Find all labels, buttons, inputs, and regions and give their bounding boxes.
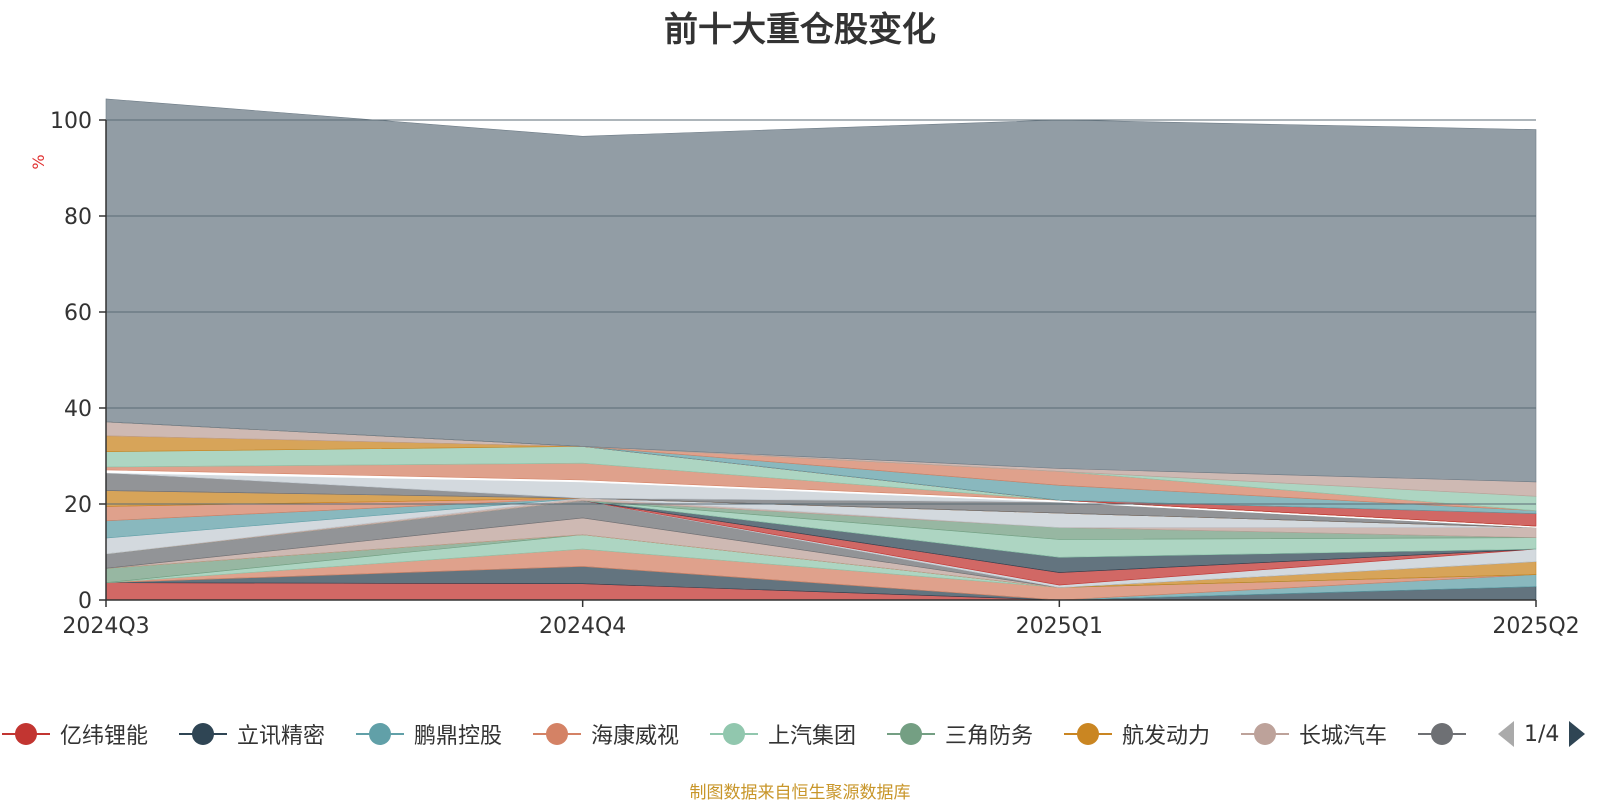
legend-item-9[interactable] xyxy=(1416,714,1468,754)
legend-label: 鹏鼎控股 xyxy=(414,724,503,749)
x-tick-label: 2024Q4 xyxy=(539,614,626,639)
legend-label: 长城汽车 xyxy=(1299,724,1388,749)
chart-title: 前十大重仓股变化 xyxy=(664,10,936,50)
stacked-area-chart: 0 20 40 60 80 100 2024Q3 2024Q4 2025Q1 2025Q2% xyxy=(29,98,1580,639)
legend-next-icon[interactable] xyxy=(1567,719,1587,749)
legend-item-2[interactable]: 立讯精密 xyxy=(177,714,325,754)
legend-marker-icon xyxy=(710,723,758,745)
legend: 亿纬锂能 立讯精密 鹏鼎控股 海康威视 上汽集团 三角防务 航发动力 长城汽车 xyxy=(0,714,1600,754)
legend-marker-icon xyxy=(1064,723,1112,745)
legend-item-4[interactable]: 海康威视 xyxy=(531,714,679,754)
y-tick-label: 80 xyxy=(64,205,92,230)
y-axis-label: % xyxy=(29,154,48,169)
x-tick-label: 2025Q1 xyxy=(1016,614,1103,639)
x-tick-label: 2024Q3 xyxy=(62,614,149,639)
legend-label: 亿纬锂能 xyxy=(60,724,149,749)
legend-label: 海康威视 xyxy=(591,724,680,749)
legend-marker-icon xyxy=(2,723,50,745)
legend-prev-icon[interactable] xyxy=(1496,719,1516,749)
legend-marker-icon xyxy=(1418,723,1466,745)
legend-label: 上汽集团 xyxy=(768,724,857,749)
legend-marker-icon xyxy=(1241,723,1289,745)
legend-page-indicator: 1/4 xyxy=(1524,721,1560,747)
legend-item-8[interactable]: 长城汽车 xyxy=(1239,714,1387,754)
legend-item-3[interactable]: 鹏鼎控股 xyxy=(354,714,502,754)
y-tick-label: 100 xyxy=(50,109,92,134)
y-tick-label: 40 xyxy=(64,397,92,422)
legend-marker-icon xyxy=(533,723,581,745)
axis-labels: 0 20 40 60 80 100 2024Q3 2024Q4 2025Q1 2025Q2% xyxy=(29,109,1580,639)
y-tick-label: 0 xyxy=(78,589,92,614)
y-tick-label: 60 xyxy=(64,301,92,326)
source-note: 制图数据来自恒生聚源数据库 xyxy=(689,783,911,803)
axes xyxy=(99,119,1537,607)
legend-item-7[interactable]: 航发动力 xyxy=(1062,714,1210,754)
legend-label: 三角防务 xyxy=(945,724,1034,749)
legend-item-6[interactable]: 三角防务 xyxy=(885,714,1033,754)
legend-pager: 1/4 xyxy=(1496,714,1600,754)
legend-marker-icon xyxy=(887,723,935,745)
legend-label: 航发动力 xyxy=(1122,724,1211,749)
plot-areas xyxy=(105,98,1537,601)
area-series-33 xyxy=(105,98,1537,483)
legend-marker-icon xyxy=(356,723,404,745)
legend-label: 立讯精密 xyxy=(237,724,326,749)
grid-lines xyxy=(106,119,1536,505)
y-tick-label: 20 xyxy=(64,493,92,518)
legend-item-1[interactable]: 亿纬锂能 xyxy=(0,714,148,754)
legend-item-5[interactable]: 上汽集团 xyxy=(708,714,856,754)
x-tick-label: 2025Q2 xyxy=(1492,614,1579,639)
legend-marker-icon xyxy=(179,723,227,745)
